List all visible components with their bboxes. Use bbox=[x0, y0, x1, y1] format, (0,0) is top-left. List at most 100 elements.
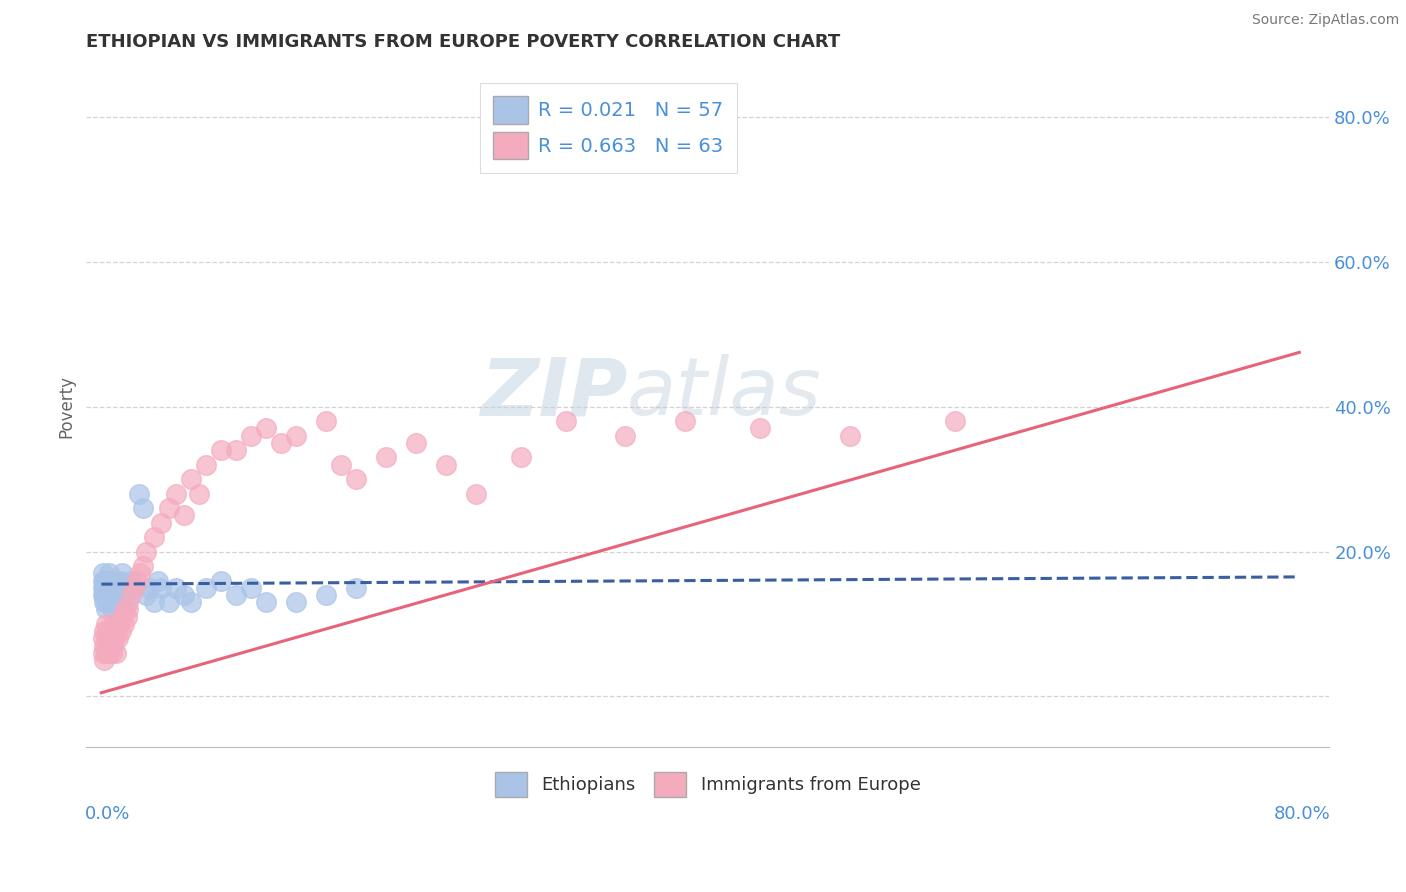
Point bbox=[93, 624, 115, 639]
Point bbox=[120, 588, 142, 602]
Point bbox=[315, 414, 337, 428]
Point bbox=[103, 595, 125, 609]
Point bbox=[374, 450, 396, 465]
Point bbox=[132, 559, 155, 574]
Point bbox=[108, 617, 131, 632]
Point bbox=[103, 574, 125, 588]
Point bbox=[96, 581, 118, 595]
Text: 80.0%: 80.0% bbox=[1274, 805, 1330, 823]
Point bbox=[100, 646, 122, 660]
Point bbox=[104, 581, 127, 595]
Point bbox=[129, 566, 152, 581]
Point bbox=[91, 588, 114, 602]
Point bbox=[97, 566, 120, 581]
Text: ZIP: ZIP bbox=[479, 354, 627, 432]
Point bbox=[284, 595, 307, 609]
Point bbox=[114, 588, 136, 602]
Point bbox=[132, 501, 155, 516]
Point bbox=[91, 646, 114, 660]
Point bbox=[98, 639, 121, 653]
Point bbox=[94, 588, 117, 602]
Point bbox=[108, 588, 131, 602]
Point bbox=[284, 428, 307, 442]
Point bbox=[94, 632, 117, 646]
Point bbox=[749, 421, 772, 435]
Point bbox=[93, 581, 115, 595]
Point bbox=[100, 581, 122, 595]
Point bbox=[93, 595, 115, 609]
Point bbox=[254, 595, 277, 609]
Text: ETHIOPIAN VS IMMIGRANTS FROM EUROPE POVERTY CORRELATION CHART: ETHIOPIAN VS IMMIGRANTS FROM EUROPE POVE… bbox=[86, 33, 841, 51]
Point bbox=[97, 646, 120, 660]
Point bbox=[98, 624, 121, 639]
Point bbox=[405, 436, 427, 450]
Point bbox=[97, 595, 120, 609]
Point bbox=[120, 574, 142, 588]
Point bbox=[103, 639, 125, 653]
Point bbox=[180, 472, 202, 486]
Point bbox=[173, 588, 195, 602]
Point bbox=[93, 574, 115, 588]
Point bbox=[195, 581, 218, 595]
Point bbox=[93, 588, 115, 602]
Point bbox=[94, 617, 117, 632]
Point bbox=[104, 632, 127, 646]
Point bbox=[554, 414, 576, 428]
Point bbox=[195, 458, 218, 472]
Point bbox=[135, 544, 157, 558]
Point bbox=[839, 428, 862, 442]
Point bbox=[225, 588, 247, 602]
Point bbox=[165, 486, 187, 500]
Point bbox=[165, 581, 187, 595]
Point bbox=[614, 428, 637, 442]
Point bbox=[96, 624, 118, 639]
Point bbox=[105, 646, 128, 660]
Point bbox=[434, 458, 457, 472]
Point bbox=[96, 639, 118, 653]
Point bbox=[240, 581, 263, 595]
Point bbox=[157, 595, 180, 609]
Point bbox=[943, 414, 966, 428]
Point bbox=[673, 414, 696, 428]
Point bbox=[117, 595, 139, 609]
Point bbox=[122, 581, 145, 595]
Point bbox=[103, 617, 125, 632]
Point bbox=[187, 486, 209, 500]
Point bbox=[157, 501, 180, 516]
Text: atlas: atlas bbox=[627, 354, 821, 432]
Point bbox=[240, 428, 263, 442]
Point bbox=[112, 617, 135, 632]
Point bbox=[112, 581, 135, 595]
Point bbox=[464, 486, 486, 500]
Point bbox=[128, 486, 150, 500]
Point bbox=[107, 581, 129, 595]
Point bbox=[97, 581, 120, 595]
Point bbox=[105, 574, 128, 588]
Point bbox=[127, 574, 149, 588]
Point bbox=[110, 574, 132, 588]
Point bbox=[91, 632, 114, 646]
Point bbox=[97, 632, 120, 646]
Point bbox=[225, 443, 247, 458]
Point bbox=[135, 588, 157, 602]
Text: Source: ZipAtlas.com: Source: ZipAtlas.com bbox=[1251, 13, 1399, 28]
Point bbox=[107, 632, 129, 646]
Point bbox=[100, 588, 122, 602]
Point bbox=[315, 588, 337, 602]
Point bbox=[91, 581, 114, 595]
Point bbox=[111, 566, 134, 581]
Point bbox=[138, 581, 160, 595]
Point bbox=[509, 450, 531, 465]
Point bbox=[110, 624, 132, 639]
Point bbox=[93, 639, 115, 653]
Point bbox=[96, 588, 118, 602]
Point bbox=[146, 574, 169, 588]
Legend: Ethiopians, Immigrants from Europe: Ethiopians, Immigrants from Europe bbox=[485, 763, 929, 806]
Point bbox=[142, 530, 165, 544]
Point bbox=[254, 421, 277, 435]
Point bbox=[91, 574, 114, 588]
Text: 0.0%: 0.0% bbox=[84, 805, 131, 823]
Point bbox=[93, 653, 115, 667]
Point bbox=[122, 581, 145, 595]
Point bbox=[100, 602, 122, 616]
